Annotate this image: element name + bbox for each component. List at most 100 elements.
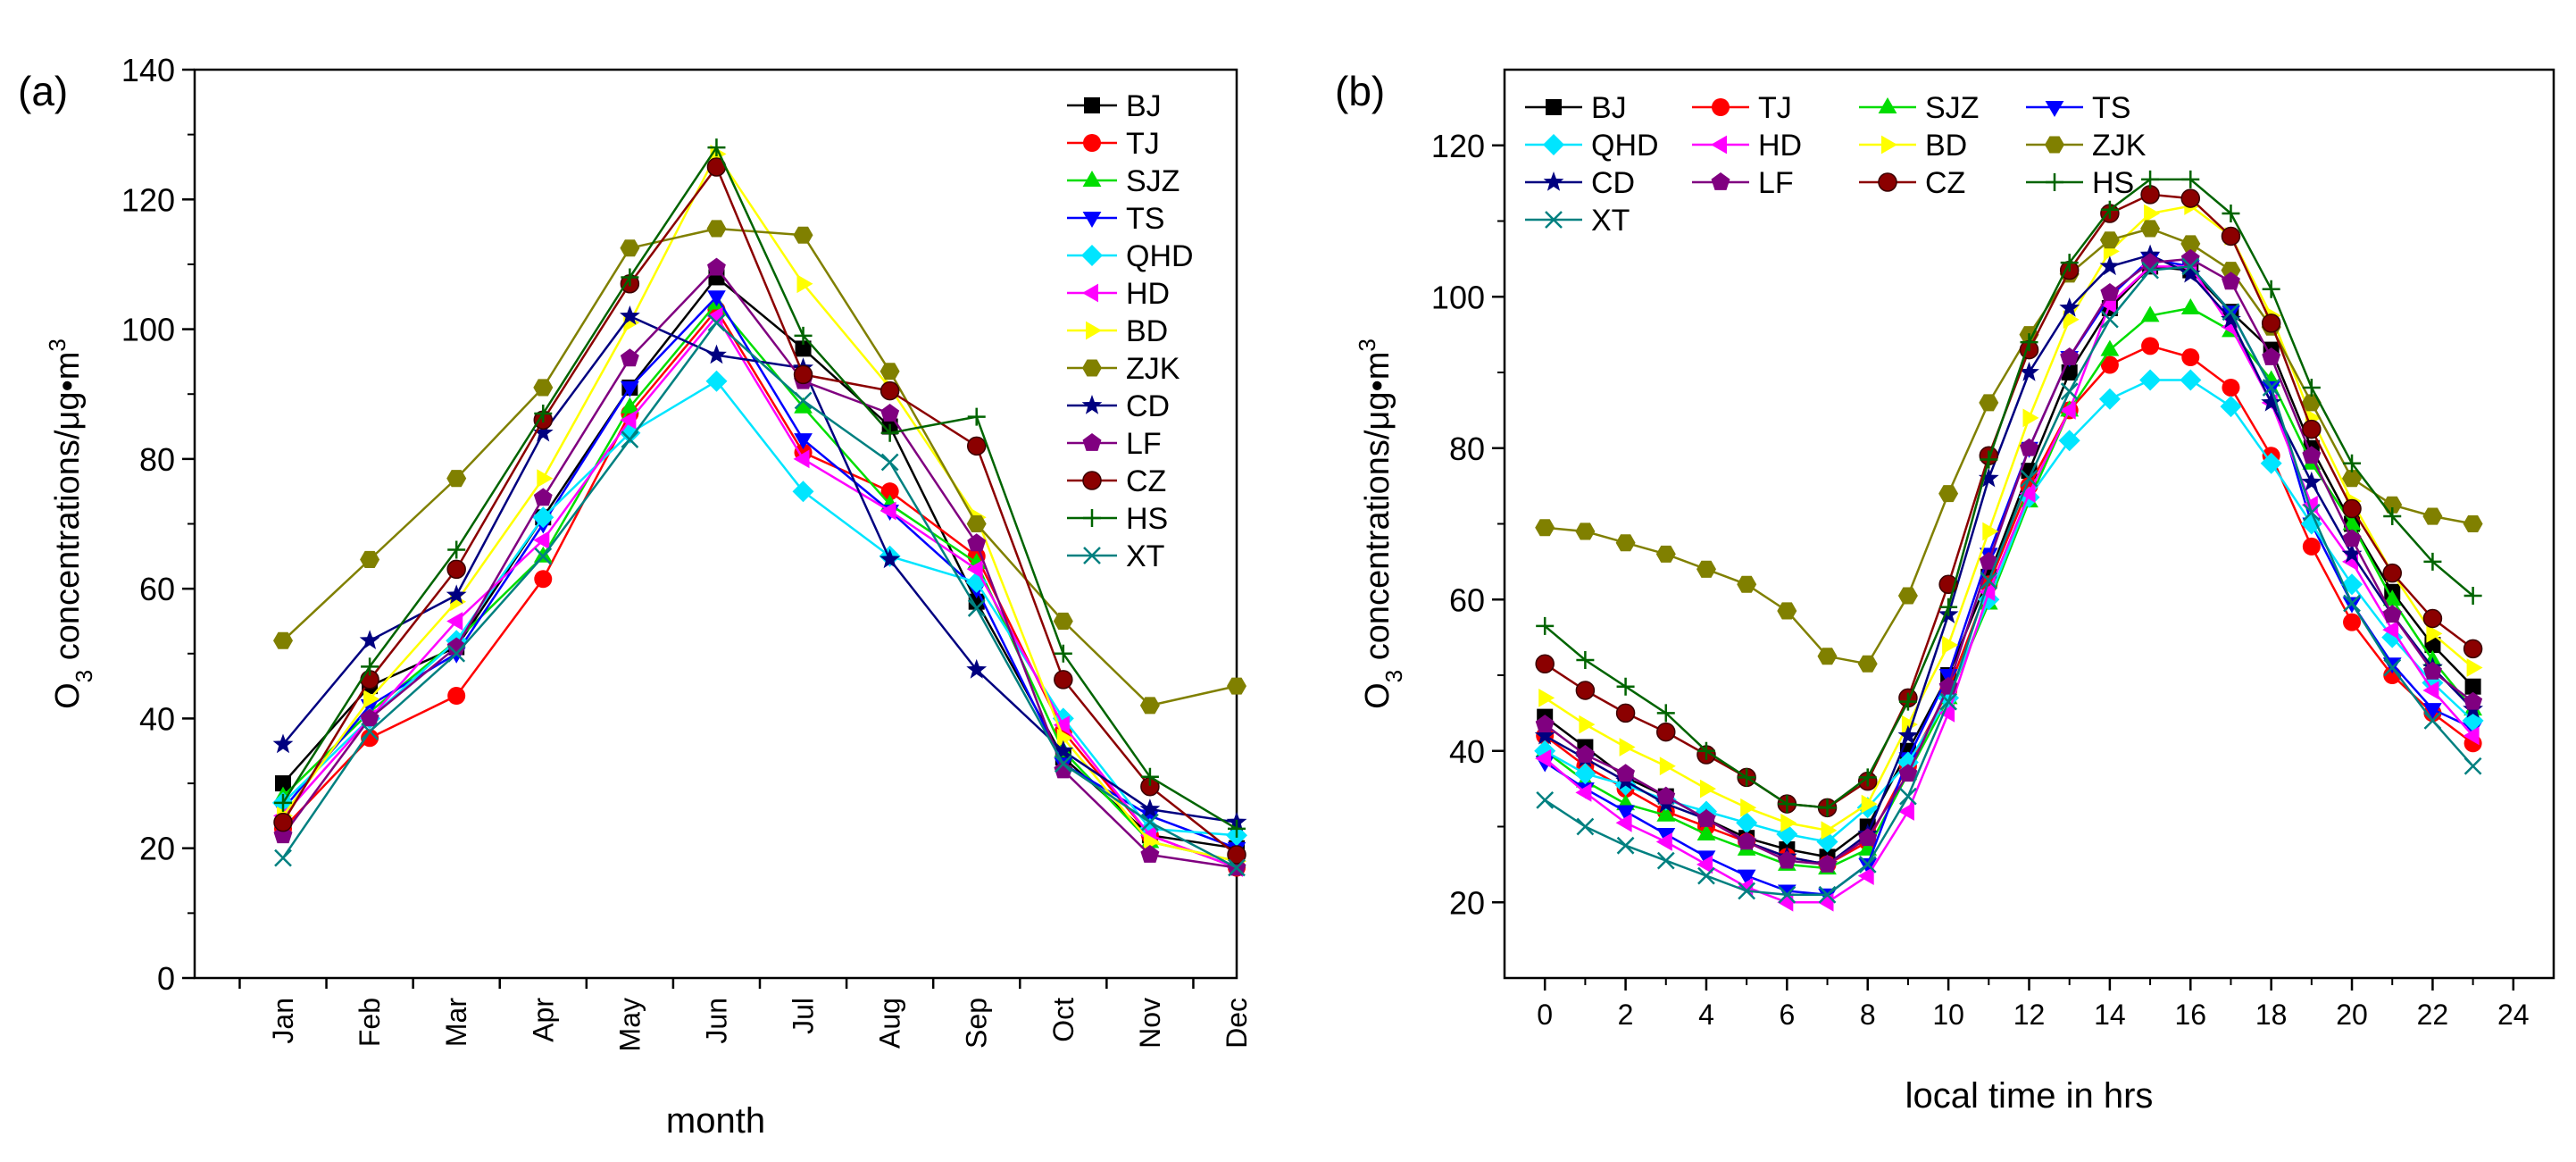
chart-a-point-ts [707, 290, 726, 307]
chart-b-point-bd [1780, 813, 1797, 832]
chart-a-line-hd [282, 314, 1238, 869]
chart-a-point-cd [1139, 798, 1161, 818]
chart-a-xtick-label: Feb [354, 998, 386, 1047]
chart-b-legend-label-zjk: ZJK [2092, 129, 2147, 163]
chart-b-point-xt [2141, 261, 2159, 280]
chart-b-legend-marker [1711, 135, 1727, 155]
chart-b-xtick-label: 4 [1698, 999, 1714, 1031]
chart-a-legend-item: TS [1067, 202, 1164, 236]
chart-b-point-sjz [2140, 305, 2160, 322]
chart-a-legend-item: TJ [1067, 127, 1160, 161]
chart-b-series-lf [1535, 248, 2483, 873]
chart-a-point-hs [794, 326, 813, 345]
chart-a-point-lf [967, 533, 987, 552]
chart-a-point-hd [966, 560, 983, 579]
chart-b-legend: BJ TJ SJZ TS QHD HD BD ZJK CD LF CZ HS XT [1525, 91, 2147, 238]
chart-a-series-xt [274, 313, 1246, 877]
chart-b-point-lf [1656, 786, 1676, 805]
chart-b-point-cd [2221, 308, 2241, 329]
chart-b-point-ts [1616, 805, 1635, 822]
chart-b-point-cz [1656, 722, 1676, 742]
chart-b-legend-marker [2045, 136, 2064, 154]
chart-b-point-cz [2463, 639, 2483, 659]
chart-b-point-qhd [2058, 430, 2080, 452]
chart-a-point-zjk [966, 515, 987, 532]
chart-a-point-hs [1228, 819, 1246, 838]
chart-a-ytick-label: 20 [139, 831, 175, 867]
chart-a-legend-label-hd: HD [1126, 277, 1170, 311]
chart-a-ylabel: O3 concentrations/μg•m3 [44, 339, 97, 709]
chart-b-legend-item: CD [1525, 166, 1635, 200]
chart-a-xtick-label: May [613, 998, 646, 1051]
chart-b-xtick-label: 2 [1618, 999, 1634, 1031]
chart-b-point-hs [2262, 280, 2280, 298]
chart-b-point-lf [1898, 764, 1918, 782]
chart-b-point-qhd [2098, 388, 2121, 410]
chart-b-point-hd [1655, 832, 1672, 851]
chart-b-point-lf [2060, 347, 2080, 365]
chart-a-legend-label-xt: XT [1126, 539, 1164, 573]
chart-a-point-zjk [360, 550, 380, 568]
chart-a-point-hs [621, 268, 639, 287]
chart-a-point-xt [621, 431, 639, 448]
chart-b-point-hs [2383, 507, 2402, 526]
chart-b-point-zjk [1575, 522, 1596, 540]
chart-a-point-hd [620, 410, 637, 430]
chart-b-point-hs [2222, 205, 2240, 223]
chart-a-legend-item: CD [1067, 389, 1170, 423]
chart-b-xtick-label: 22 [2417, 999, 2449, 1031]
chart-b-point-bd [1538, 689, 1555, 707]
chart-b-point-hs [2020, 333, 2038, 352]
chart-b-point-cz [1615, 703, 1636, 723]
chart-b-point-xt [1536, 790, 1555, 809]
chart-b-point-cz [2302, 419, 2322, 439]
chart-b-point-hs [1980, 450, 1998, 469]
chart-b-legend-label-cd: CD [1591, 166, 1635, 200]
chart-b-point-sjz [1656, 805, 1676, 822]
chart-b-xtick-label: 12 [2013, 999, 2046, 1031]
chart-b-point-bd [1700, 779, 1716, 798]
chart-a-point-lf [533, 488, 553, 506]
chart-a-legend-marker [1082, 283, 1098, 303]
panel-a-label: (a) [18, 68, 68, 114]
chart-b-point-qhd [2180, 369, 2202, 391]
chart-b-point-xt [2262, 379, 2280, 397]
chart-a-legend-label-qhd: QHD [1126, 239, 1194, 273]
chart-b-point-xt [1818, 885, 1837, 904]
chart-b-legend-label-qhd: QHD [1591, 129, 1659, 163]
chart-b-point-bd [1982, 522, 1999, 541]
chart-a-point-hd [533, 531, 550, 550]
chart-b-point-xt [1616, 836, 1635, 855]
chart-a-point-hs [707, 138, 726, 157]
chart-b-ytick-label: 100 [1431, 279, 1485, 315]
chart-a-point-qhd [532, 506, 554, 529]
chart-b-point-hs [2423, 552, 2442, 571]
chart-a-point-hs [447, 540, 466, 559]
chart-b-legend-label-hd: HD [1758, 129, 1802, 163]
chart-b-line-zjk [1545, 227, 2473, 665]
chart-a-series-zjk [273, 220, 1246, 715]
chart-b-legend-item: QHD [1525, 129, 1659, 163]
chart-b-point-ts [1656, 828, 1676, 844]
chart-b-point-lf [1535, 715, 1555, 732]
chart-a-point-cz [446, 559, 466, 580]
chart-b-point-xt [2181, 257, 2200, 276]
chart-b-point-lf [1575, 745, 1595, 763]
chart-b-point-zjk [2342, 470, 2362, 488]
chart-a-legend-marker [1086, 321, 1102, 340]
chart-b-point-bd [1740, 798, 1757, 817]
chart-b-legend-label-sjz: SJZ [1925, 91, 1979, 125]
chart-b-point-ts [2423, 703, 2442, 720]
chart-a-legend-item: HD [1067, 277, 1170, 311]
chart-a-ytick-label: 120 [121, 181, 175, 218]
chart-b-legend-marker [1711, 172, 1730, 190]
chart-b-legend-label-ts: TS [2092, 91, 2130, 125]
chart-b-point-bd [1901, 715, 1918, 734]
chart-b-series-cz [1535, 185, 2483, 818]
chart-b-point-hd [1979, 582, 1996, 602]
chart-b-point-bd [1579, 715, 1596, 734]
chart-a-point-hs [1054, 644, 1072, 663]
chart-b-point-sjz [2342, 514, 2362, 531]
chart-a-legend-item: SJZ [1067, 164, 1180, 198]
